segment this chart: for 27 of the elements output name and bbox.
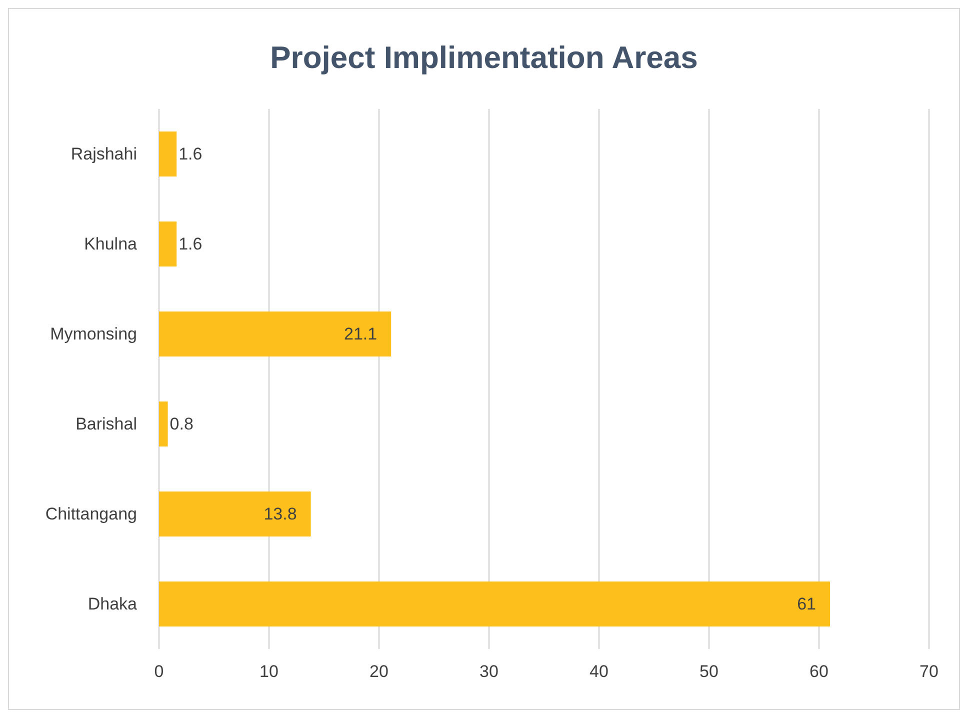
data-label: 13.8 [264, 504, 297, 524]
x-tick-label: 0 [154, 662, 164, 681]
bar [159, 492, 311, 536]
data-label: 61 [797, 594, 816, 614]
x-tick-label: 30 [480, 662, 498, 681]
x-tick-label: 60 [810, 662, 828, 681]
y-tick-label: Mymonsing [50, 324, 137, 344]
data-label: 1.6 [178, 144, 202, 164]
y-tick-label: Khulna [84, 234, 138, 254]
x-tick-label: 20 [370, 662, 388, 681]
data-label: 21.1 [344, 324, 378, 344]
chart-title: Project Implimentation Areas [270, 40, 698, 75]
data-label: 1.6 [178, 234, 202, 254]
bar [159, 582, 830, 626]
x-tick-label: 50 [700, 662, 718, 681]
bar [159, 312, 392, 356]
bar [159, 132, 177, 176]
y-tick-label: Chittangang [45, 504, 137, 524]
data-label: 0.8 [170, 414, 194, 434]
x-tick-label: 10 [260, 662, 278, 681]
y-tick-label: Rajshahi [70, 144, 137, 164]
x-tick-label: 40 [590, 662, 608, 681]
x-tick-label: 70 [920, 662, 938, 681]
bar [159, 402, 168, 446]
y-tick-label: Barishal [76, 414, 137, 434]
bar [159, 222, 177, 266]
y-tick-label: Dhaka [88, 594, 138, 614]
